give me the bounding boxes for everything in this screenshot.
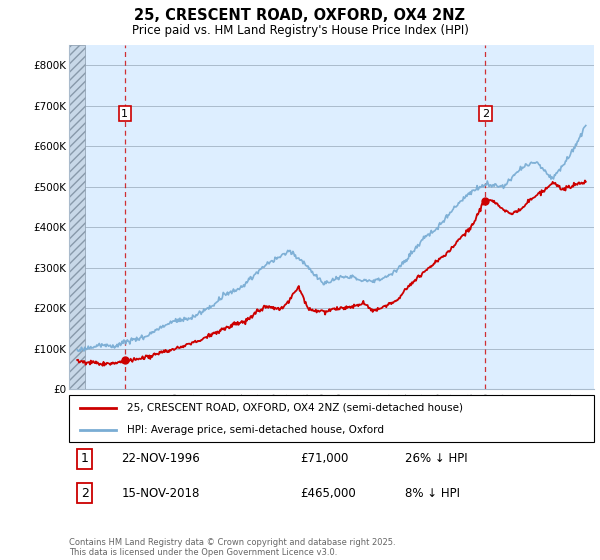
Text: 1: 1: [81, 452, 89, 465]
Text: 26% ↓ HPI: 26% ↓ HPI: [405, 452, 467, 465]
Text: 25, CRESCENT ROAD, OXFORD, OX4 2NZ: 25, CRESCENT ROAD, OXFORD, OX4 2NZ: [134, 8, 466, 24]
Text: Contains HM Land Registry data © Crown copyright and database right 2025.
This d: Contains HM Land Registry data © Crown c…: [69, 538, 395, 557]
Text: £465,000: £465,000: [300, 487, 356, 500]
Text: 2: 2: [482, 109, 489, 119]
Text: £71,000: £71,000: [300, 452, 349, 465]
Text: 1: 1: [121, 109, 128, 119]
FancyBboxPatch shape: [69, 395, 594, 442]
Text: 25, CRESCENT ROAD, OXFORD, OX4 2NZ (semi-detached house): 25, CRESCENT ROAD, OXFORD, OX4 2NZ (semi…: [127, 403, 463, 413]
Text: 2: 2: [81, 487, 89, 500]
Text: HPI: Average price, semi-detached house, Oxford: HPI: Average price, semi-detached house,…: [127, 424, 384, 435]
Text: Price paid vs. HM Land Registry's House Price Index (HPI): Price paid vs. HM Land Registry's House …: [131, 24, 469, 36]
Text: 8% ↓ HPI: 8% ↓ HPI: [405, 487, 460, 500]
Text: 22-NOV-1996: 22-NOV-1996: [121, 452, 200, 465]
Text: 15-NOV-2018: 15-NOV-2018: [121, 487, 200, 500]
